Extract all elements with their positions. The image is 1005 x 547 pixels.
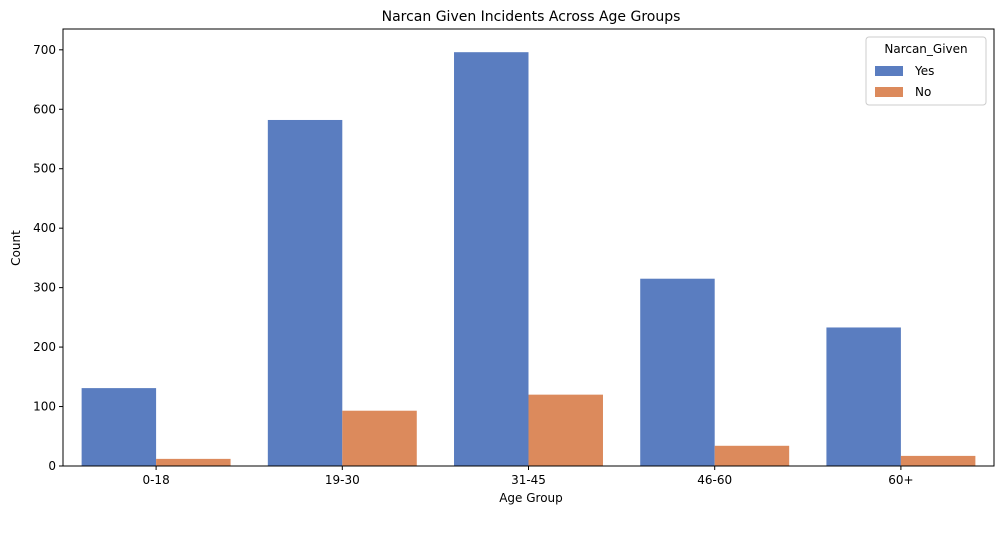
y-tick-label: 100 (33, 400, 56, 414)
x-axis: 0-18 19-30 31-45 46-60 60+ (142, 466, 914, 487)
bar-no-19-30 (342, 410, 417, 466)
bar-yes-46-60 (640, 278, 715, 466)
bar-no-60+ (900, 455, 976, 466)
legend-swatch-no (875, 87, 903, 97)
legend-label-yes: Yes (914, 64, 934, 78)
bar-no-0-18 (156, 458, 231, 466)
y-tick-label: 400 (33, 221, 56, 235)
bar-yes-0-18 (81, 388, 157, 466)
legend: Narcan_Given Yes No (865, 36, 987, 106)
x-axis-label: Age Group (499, 491, 563, 505)
chart-title: Narcan Given Incidents Across Age Groups (382, 9, 681, 25)
bar-no-46-60 (714, 445, 790, 466)
bar-no-31-45 (528, 394, 603, 466)
x-tick-label: 19-30 (325, 473, 360, 487)
x-tick-label: 31-45 (511, 473, 546, 487)
x-tick-label: 0-18 (142, 473, 169, 487)
legend-label-no: No (915, 85, 931, 99)
bars-group (81, 52, 976, 466)
y-tick-label: 300 (33, 281, 56, 295)
y-tick-label: 500 (33, 162, 56, 176)
y-tick-label: 600 (33, 102, 56, 116)
x-tick-label: 60+ (888, 473, 913, 487)
y-axis-label: Count (9, 230, 23, 266)
y-axis: 0 100 200 300 400 500 600 700 (33, 43, 63, 473)
x-tick-label: 46-60 (697, 473, 732, 487)
y-tick-label: 0 (48, 459, 56, 473)
bar-yes-60+ (826, 327, 901, 466)
bar-yes-31-45 (454, 52, 529, 466)
y-tick-label: 700 (33, 43, 56, 57)
legend-title: Narcan_Given (884, 42, 967, 56)
bar-yes-19-30 (267, 119, 343, 466)
y-tick-label: 200 (33, 340, 56, 354)
legend-swatch-yes (875, 66, 903, 76)
